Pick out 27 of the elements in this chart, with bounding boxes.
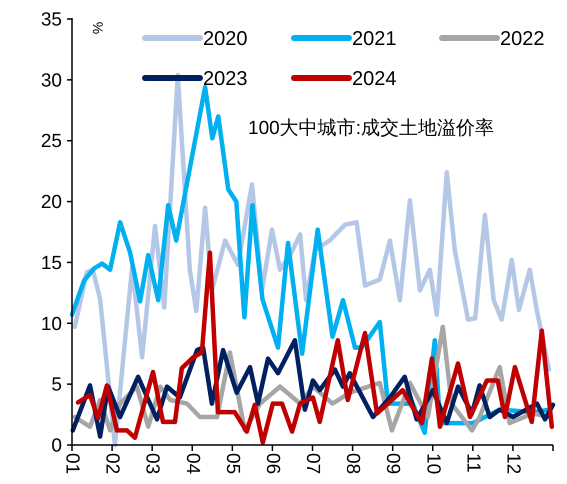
y-tick-label: 10 xyxy=(40,314,62,335)
x-tick-label: 12 xyxy=(502,453,524,474)
annotation: 100大中城市:成交土地溢价率 xyxy=(248,117,494,139)
y-tick-label: 25 xyxy=(40,131,62,152)
y-tick-label: 15 xyxy=(40,252,62,274)
y-tick-label: 5 xyxy=(51,374,62,396)
x-tick-label: 06 xyxy=(262,453,283,474)
x-tick-label: 07 xyxy=(302,453,323,474)
x-tick-label: 04 xyxy=(182,453,203,475)
x-tick-label: 02 xyxy=(102,453,123,474)
legend-label: 2023 xyxy=(203,68,248,90)
x-tick-label: 03 xyxy=(142,453,163,474)
y-tick-label: 30 xyxy=(40,70,62,92)
y-tick-label: 20 xyxy=(40,192,62,214)
x-tick-label: 01 xyxy=(62,453,82,474)
x-tick-label: 11 xyxy=(462,453,484,473)
y-tick-label: 0 xyxy=(51,436,62,456)
x-tick-label: 08 xyxy=(342,453,364,474)
legend-label: 2020 xyxy=(203,28,248,50)
legend-label: 2021 xyxy=(352,28,396,50)
x-tick-label: 10 xyxy=(422,453,444,474)
y-axis-title: % xyxy=(90,22,106,34)
x-tick-label: 09 xyxy=(382,453,404,474)
legend-label: 2024 xyxy=(352,68,396,90)
y-tick-label: 35 xyxy=(40,10,62,30)
x-tick-label: 05 xyxy=(222,453,243,474)
legend-label: 2022 xyxy=(500,28,544,50)
